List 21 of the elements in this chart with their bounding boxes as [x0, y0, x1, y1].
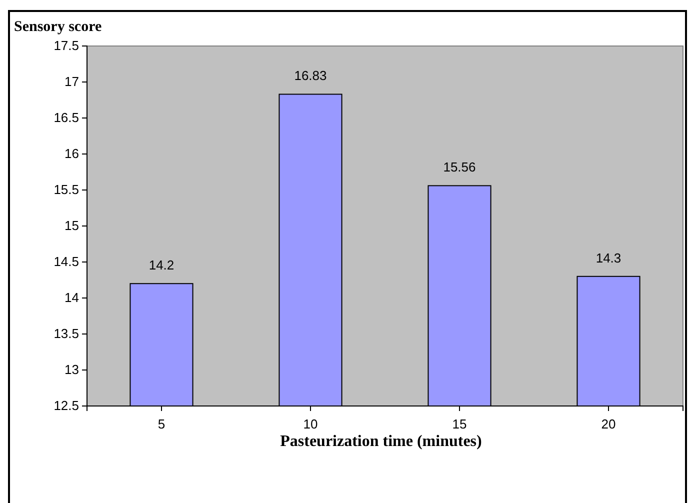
- x-axis-title: Pasteurization time (minutes): [280, 433, 482, 450]
- y-tick-label: 12.5: [54, 398, 79, 414]
- y-tick-label: 16.5: [54, 110, 79, 126]
- data-label: 16.83: [294, 68, 327, 84]
- y-tick-label: 15.5: [54, 182, 79, 198]
- y-tick-label: 16: [64, 146, 79, 162]
- x-tick-label: 15: [452, 416, 467, 432]
- y-tick-label: 14.5: [54, 254, 79, 270]
- data-label: 14.3: [596, 250, 622, 266]
- data-label: 14.2: [148, 258, 174, 273]
- y-tick-label: 17: [64, 74, 79, 90]
- y-tick-label: 14: [64, 290, 79, 306]
- data-label: 15.56: [443, 160, 476, 175]
- y-tick-label: 17.5: [54, 38, 79, 54]
- x-tick-label: 20: [601, 416, 616, 432]
- y-tick-label: 13.5: [54, 326, 79, 342]
- x-tick-label: 5: [158, 416, 166, 432]
- x-tick-label: 10: [303, 416, 318, 432]
- y-axis-title: Sensory score: [14, 19, 102, 35]
- y-tick-label: 15: [64, 218, 79, 234]
- y-tick-label: 13: [64, 362, 79, 378]
